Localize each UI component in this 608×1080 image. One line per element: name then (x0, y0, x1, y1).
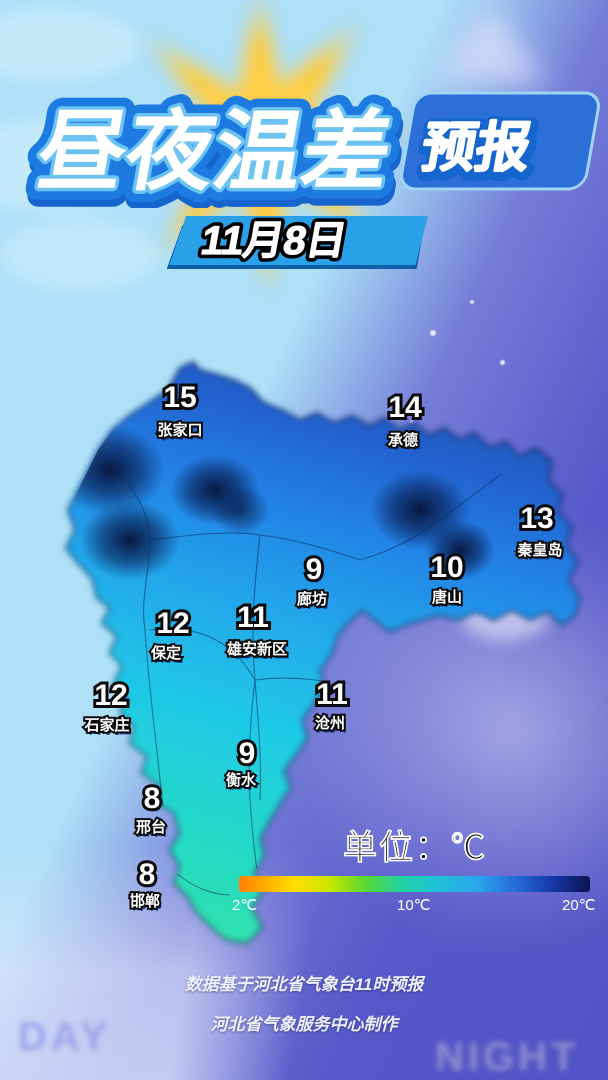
svg-text:承德: 承德 (388, 431, 418, 449)
svg-text:廊坊: 廊坊 (297, 590, 327, 608)
svg-text:11: 11 (237, 601, 269, 634)
svg-text:雄安新区: 雄安新区 (226, 640, 287, 658)
svg-text:沧州: 沧州 (315, 714, 345, 732)
svg-text:预报: 预报 (417, 117, 536, 178)
svg-text:张家口: 张家口 (157, 421, 202, 439)
svg-text:11: 11 (316, 678, 348, 711)
svg-text:9: 9 (239, 737, 256, 770)
svg-text:昼夜温差: 昼夜温差 (30, 103, 399, 201)
svg-text:11月8日: 11月8日 (198, 218, 350, 263)
svg-text:14: 14 (388, 391, 422, 424)
svg-text:唐山: 唐山 (432, 588, 462, 606)
svg-text:10: 10 (430, 551, 463, 584)
svg-text:12: 12 (94, 679, 127, 712)
svg-text:15: 15 (163, 381, 196, 414)
svg-text:8: 8 (144, 782, 161, 815)
svg-text:9: 9 (306, 553, 323, 586)
svg-text:13: 13 (520, 502, 553, 535)
svg-text:12: 12 (156, 607, 189, 640)
svg-text:衡水: 衡水 (226, 771, 257, 789)
svg-text:保定: 保定 (150, 644, 181, 662)
svg-text:石家庄: 石家庄 (83, 716, 129, 734)
svg-text:秦皇岛: 秦皇岛 (516, 541, 562, 559)
